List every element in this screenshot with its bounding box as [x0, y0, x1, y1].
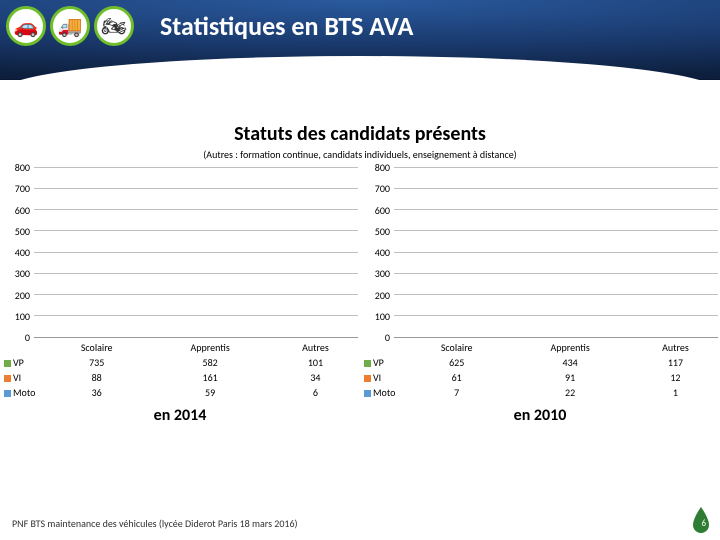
chart-title: Statuts des candidats présents: [0, 122, 720, 146]
chart-note: (Autres : formation continue, candidats …: [0, 148, 720, 161]
table-cell: 36: [46, 385, 147, 400]
table-cell: 101: [273, 355, 358, 370]
table-cell: 34: [273, 370, 358, 385]
footer-text: PNF BTS maintenance des véhicules (lycée…: [12, 517, 298, 530]
table-cell: 6: [273, 385, 358, 400]
table-cell: 88: [46, 370, 147, 385]
y-axis: 0100200300400500600700800: [2, 168, 34, 338]
car-icon: 🚗: [6, 6, 46, 46]
year-label: en 2010: [362, 406, 718, 425]
legend-cell: VP: [2, 355, 46, 370]
table-header: Scolaire: [46, 340, 147, 355]
legend-cell: Moto: [362, 385, 406, 400]
page-number: 6: [701, 518, 706, 529]
year-label: en 2014: [2, 406, 358, 425]
truck-icon: 🚚: [50, 6, 90, 46]
charts-row: 0100200300400500600700800ScolaireApprent…: [0, 168, 720, 425]
table-cell: 1: [633, 385, 718, 400]
chart-panel: 0100200300400500600700800ScolaireApprent…: [0, 168, 360, 425]
table-cell: 161: [147, 370, 272, 385]
chart-panel: 0100200300400500600700800ScolaireApprent…: [360, 168, 720, 425]
table-cell: 582: [147, 355, 272, 370]
table-cell: 91: [507, 370, 632, 385]
data-table: ScolaireApprentisAutres VP625434117 VI6191…: [362, 340, 718, 400]
table-cell: 7: [406, 385, 507, 400]
table-header: Scolaire: [406, 340, 507, 355]
table-cell: 22: [507, 385, 632, 400]
table-cell: 434: [507, 355, 632, 370]
page-title: Statistiques en BTS AVA: [160, 10, 413, 42]
legend-cell: VP: [362, 355, 406, 370]
legend-cell: Moto: [2, 385, 46, 400]
table-cell: 59: [147, 385, 272, 400]
legend-cell: VI: [2, 370, 46, 385]
table-header: Apprentis: [147, 340, 272, 355]
table-header: Autres: [273, 340, 358, 355]
data-table: ScolaireApprentisAutres VP735582101 VI8816…: [2, 340, 358, 400]
table-cell: 625: [406, 355, 507, 370]
table-cell: 117: [633, 355, 718, 370]
table-cell: 12: [633, 370, 718, 385]
table-cell: 61: [406, 370, 507, 385]
table-header: Autres: [633, 340, 718, 355]
motorcycle-icon: 🏍: [94, 6, 134, 46]
legend-cell: VI: [362, 370, 406, 385]
table-cell: 735: [46, 355, 147, 370]
y-axis: 0100200300400500600700800: [362, 168, 394, 338]
plot-area: [394, 168, 718, 338]
table-header: Apprentis: [507, 340, 632, 355]
header-icons: 🚗 🚚 🏍: [6, 6, 134, 46]
plot-area: [34, 168, 358, 338]
